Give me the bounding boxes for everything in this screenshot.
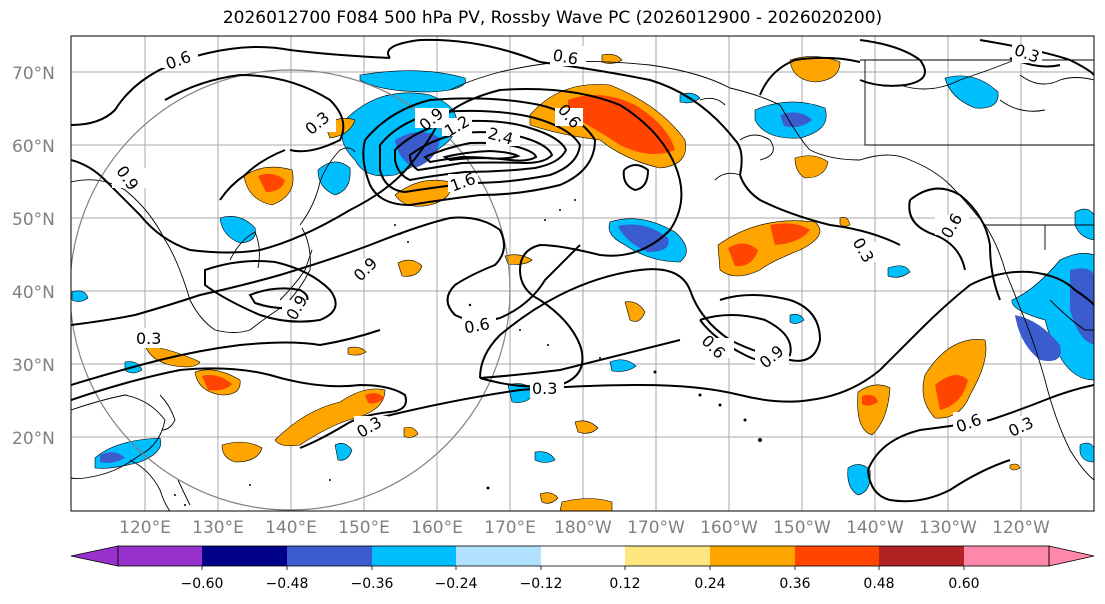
pv-contours [71, 38, 1094, 503]
colorbar-max-extend [1048, 545, 1095, 567]
lon-label: 160°E [411, 518, 463, 538]
positive-anomaly-fields [144, 53, 1021, 511]
colorbar: −0.60 −0.48 −0.36 −0.24 −0.12 0.12 0.24 … [70, 545, 1095, 592]
negative-anomaly-fields [71, 70, 1094, 496]
lat-label: 40°N [12, 283, 55, 303]
colorbar-segment [879, 546, 964, 566]
lon-label: 170°W [627, 518, 685, 538]
map-title: 2026012700 F084 500 hPa PV, Rossby Wave … [222, 8, 883, 28]
colorbar-min-extend [70, 545, 119, 567]
colorbar-segment [964, 546, 1049, 566]
map-frame [70, 35, 1095, 512]
colorbar-segment [710, 546, 795, 566]
colorbar-segment [456, 546, 541, 566]
lon-label: 160°W [700, 518, 758, 538]
lat-label: 30°N [12, 356, 55, 376]
lon-label: 130°W [919, 518, 977, 538]
colorbar-tick-label: −0.24 [435, 576, 478, 592]
lon-label: 170°E [484, 518, 536, 538]
lon-label: 140°W [846, 518, 904, 538]
colorbar-tick-label: −0.48 [266, 576, 309, 592]
colorbar-tick-label: 0.48 [863, 576, 894, 592]
colorbar-tick-label: −0.60 [181, 576, 224, 592]
colorbar-segment [287, 546, 372, 566]
lon-label: 140°E [265, 518, 317, 538]
lat-label: 60°N [12, 137, 55, 157]
contour-labels: 0.6 0.6 0.3 0.9 0.9 1.2 2.4 1.6 0.9 0.9 … [112, 40, 1042, 442]
lat-label: 20°N [12, 429, 55, 449]
contour-label: 0.6 [551, 46, 579, 69]
colorbar-segment [372, 546, 456, 566]
colorbar-tick-label: −0.36 [351, 576, 394, 592]
search-radius-circle [71, 69, 511, 511]
colorbar-segment [795, 546, 879, 566]
lat-label: 70°N [12, 64, 55, 84]
colorbar-tick-label: −0.12 [520, 576, 563, 592]
contour-label: 0.6 [463, 314, 491, 337]
contour-label: 0.3 [532, 379, 557, 398]
lon-label: 130°E [192, 518, 244, 538]
lon-label: 150°W [773, 518, 831, 538]
lat-label: 50°N [12, 210, 55, 230]
colorbar-segment [541, 546, 625, 566]
colorbar-segment [625, 546, 710, 566]
latitude-labels: 70°N 60°N 50°N 40°N 30°N 20°N [12, 64, 55, 449]
longitude-labels: 120°E 130°E 140°E 150°E 160°E 170°E 180°… [119, 518, 1050, 538]
colorbar-segment [202, 546, 287, 566]
colorbar-tick-label: 0.24 [694, 576, 725, 592]
lon-label: 120°W [992, 518, 1050, 538]
contour-label: 0.3 [136, 329, 161, 348]
lon-label: 150°E [338, 518, 390, 538]
colorbar-tick-label: 0.12 [609, 576, 640, 592]
colorbar-tick-label: 0.36 [779, 576, 810, 592]
colorbar-tick-label: 0.60 [948, 576, 979, 592]
lon-label: 180°W [554, 518, 612, 538]
colorbar-segment [118, 546, 202, 566]
lon-label: 120°E [119, 518, 171, 538]
